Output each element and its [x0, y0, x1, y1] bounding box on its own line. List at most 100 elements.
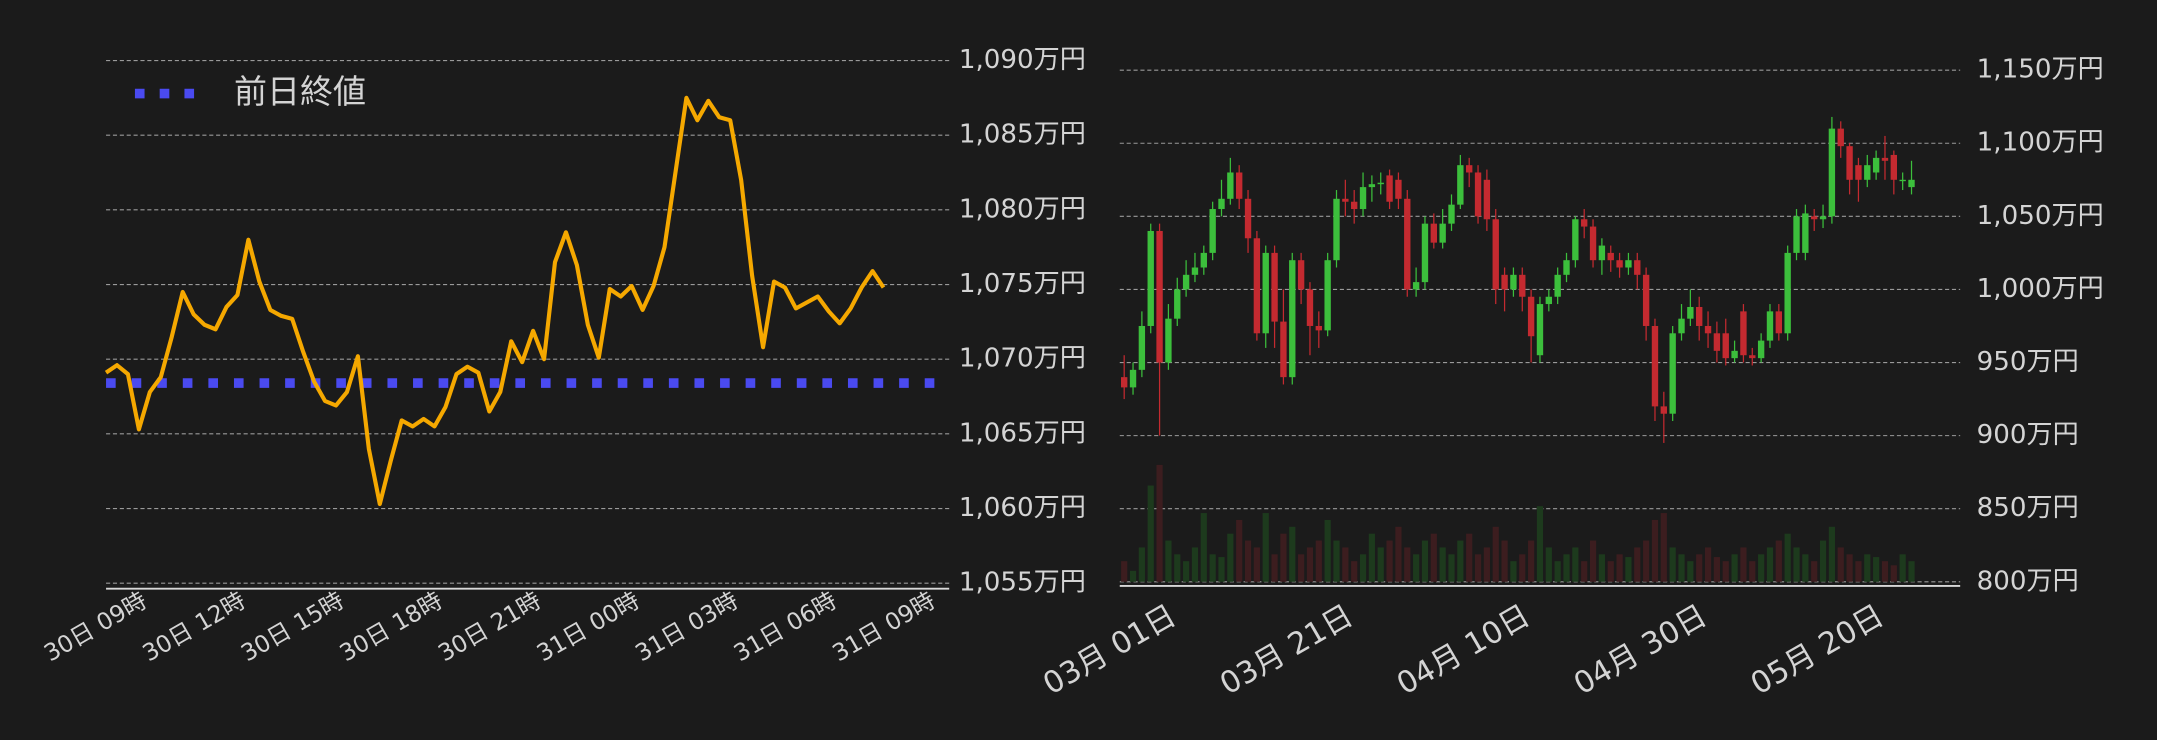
volume-bar: [1528, 540, 1535, 582]
candle-body: [1678, 318, 1685, 334]
y-tick-label: 1,000万円: [1977, 274, 2104, 304]
candle-body: [1536, 304, 1544, 356]
candle-body: [1182, 274, 1190, 290]
y-tick-label: 1,065万円: [959, 418, 1086, 448]
volume-bar: [1572, 547, 1579, 582]
candle-body: [1545, 296, 1552, 305]
volume-bar: [1156, 464, 1163, 582]
candle-body: [1439, 223, 1446, 243]
candle-body: [1474, 172, 1482, 217]
x-tick-label: 30日 12時: [138, 586, 250, 667]
volume-bar: [1660, 513, 1667, 582]
chart-panel: 1,055万円 1,060万円 1,065万円 1,070万円 1,075万円 1,080…: [39, 45, 1086, 667]
candle-body: [1253, 238, 1261, 334]
volume-bar: [1298, 554, 1305, 582]
candle-body: [1412, 282, 1420, 290]
volume-bar: [1837, 547, 1844, 582]
candle-body: [1731, 350, 1738, 359]
candle-body: [1271, 252, 1278, 322]
volume-bar: [1413, 554, 1420, 582]
candle-body: [1466, 165, 1473, 173]
legend-label: 前日終値: [234, 72, 366, 111]
volume-bar: [1846, 554, 1853, 582]
x-tick-label: 30日 15時: [236, 586, 348, 667]
volume-bar: [1696, 554, 1703, 582]
candle-body: [1616, 260, 1623, 268]
candle-body: [1890, 154, 1898, 180]
volume-bar: [1731, 554, 1738, 582]
volume-bar: [1545, 547, 1552, 582]
candle-body: [1289, 260, 1296, 378]
volume-bar: [1280, 533, 1287, 582]
candle-body: [1501, 274, 1508, 290]
candle-body: [1315, 325, 1322, 331]
volume-bar: [1519, 554, 1526, 582]
x-tick-label: 30日 09時: [39, 586, 151, 667]
volume-bar: [1492, 526, 1499, 582]
y-tick-label: 1,075万円: [959, 269, 1086, 299]
volume-bar: [1589, 540, 1597, 582]
candle-body: [1236, 172, 1243, 199]
volume-bar: [1474, 554, 1482, 582]
candle-body: [1634, 260, 1641, 275]
volume-bar: [1828, 526, 1835, 582]
x-tick-label: 05月 20日: [1745, 598, 1890, 702]
x-tick-label: 03月 01日: [1037, 598, 1182, 702]
candle-body: [1749, 355, 1756, 359]
candle-body: [1519, 274, 1526, 297]
candle-body: [1359, 187, 1367, 210]
y-tick-label: 1,100万円: [1977, 128, 2104, 158]
candle-body: [1395, 179, 1402, 199]
volume-bar: [1129, 570, 1137, 582]
candle-body: [1448, 204, 1455, 224]
y-tick-label: 800万円: [1977, 566, 2079, 596]
volume-bar: [1439, 547, 1446, 582]
volume-bar: [1775, 540, 1782, 582]
y-tick-label: 1,085万円: [959, 120, 1086, 150]
volume-bar: [1802, 554, 1809, 582]
candle-body: [1908, 179, 1915, 188]
candle-body: [1129, 369, 1137, 388]
volume-bar: [1793, 547, 1800, 582]
candle-body: [1510, 274, 1517, 290]
volume-bar: [1616, 554, 1623, 582]
volume-bar: [1678, 554, 1685, 582]
y-tick-label: 900万円: [1977, 420, 2079, 450]
candle-body: [1589, 226, 1597, 261]
y-tick-label: 1,090万円: [959, 45, 1086, 75]
volume-bar: [1881, 561, 1889, 582]
candle-body: [1527, 296, 1535, 337]
candle-body: [1554, 274, 1561, 297]
candle-body: [1811, 216, 1818, 220]
candle-body: [1227, 172, 1234, 199]
candle-body: [1713, 333, 1721, 351]
volume-bar: [1873, 557, 1880, 582]
candle-body: [1280, 321, 1287, 378]
candle-body: [1802, 213, 1809, 253]
y-tick-label: 1,080万円: [959, 194, 1086, 224]
candle-body: [1651, 325, 1659, 407]
volume-bar: [1386, 540, 1393, 582]
candle-body: [1324, 260, 1331, 331]
volume-bar: [1722, 561, 1729, 582]
candle-body: [1687, 306, 1694, 319]
candle-body: [1766, 311, 1774, 341]
volume-bar: [1191, 547, 1199, 582]
volume-bar: [1236, 519, 1243, 582]
volume-bar: [1368, 533, 1375, 582]
volume-bar: [1430, 533, 1437, 582]
volume-bar: [1713, 557, 1720, 582]
chart-panel: 800万円 850万円 900万円 950万円 1,000万円 1,050万円 1,100万…: [1037, 55, 2103, 703]
volume-bar: [1306, 547, 1314, 582]
candle-body: [1174, 289, 1181, 319]
candle-body: [1899, 179, 1906, 182]
volume-bar: [1227, 533, 1234, 582]
volume-bar: [1563, 554, 1570, 582]
volume-bar: [1634, 547, 1641, 582]
candle-body: [1368, 184, 1376, 188]
volume-bar: [1262, 513, 1269, 582]
candle-body: [1297, 260, 1305, 290]
volume-bar: [1483, 547, 1490, 582]
candle-body: [1138, 325, 1146, 370]
candle-body: [1598, 245, 1606, 261]
